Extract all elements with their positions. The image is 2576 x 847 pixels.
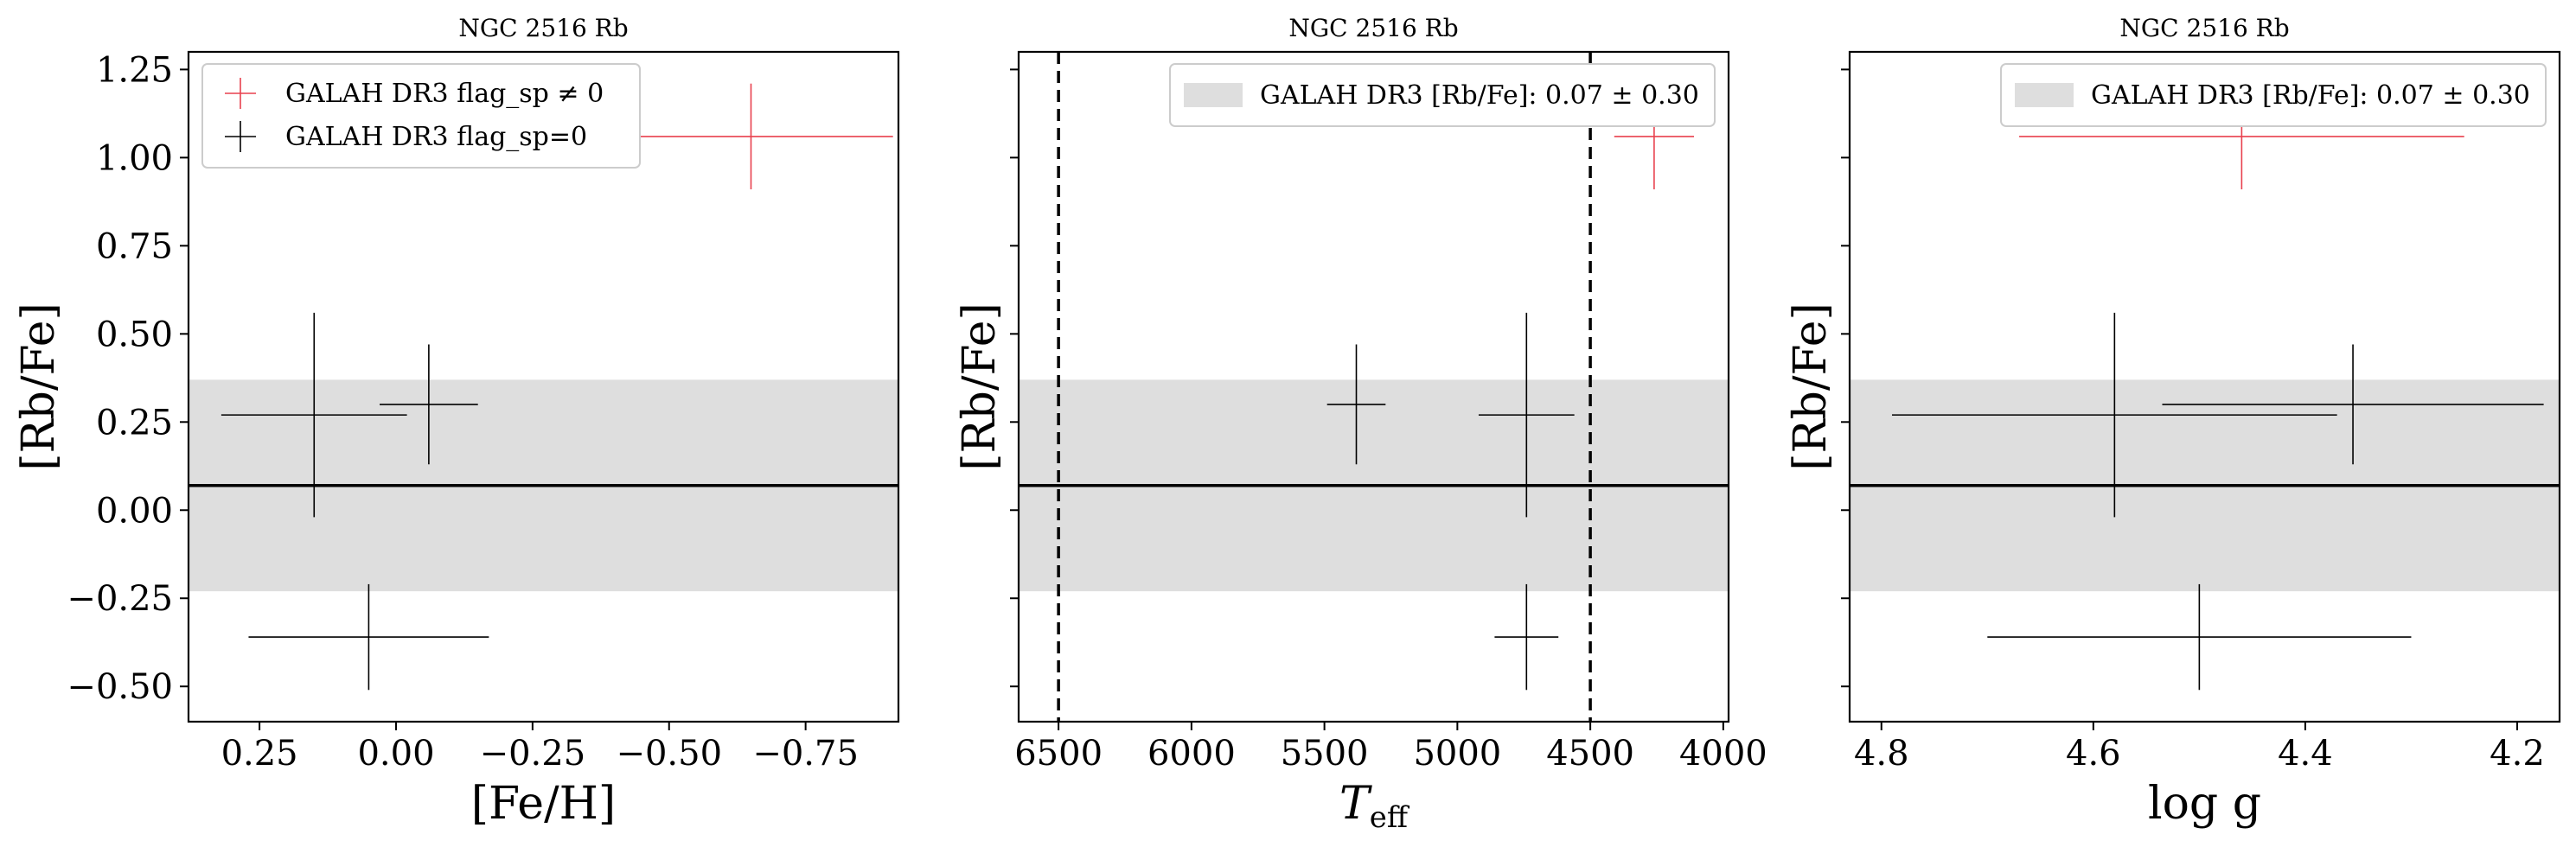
plot-area — [1850, 83, 2560, 691]
y-axis-label: [Rb/Fe] — [1785, 302, 1837, 471]
panel-title: NGC 2516 Rb — [1288, 14, 1458, 42]
x-tick-label: 4.6 — [2066, 734, 2121, 774]
x-tick-label: 6500 — [1014, 734, 1103, 774]
y-tick-label: −0.25 — [67, 579, 173, 619]
panel-title: NGC 2516 Rb — [458, 14, 628, 42]
unflagged-point-2 — [2162, 344, 2544, 465]
panel-1: 0.25 0.00 −0.25 −0.50 −0.75 −0.50 −0.25 0.00 0.2… — [13, 14, 900, 830]
x-tick-label: 4.2 — [2490, 734, 2545, 774]
unflagged-point-3 — [1987, 583, 2412, 691]
y-tick-label: 0.75 — [96, 226, 173, 266]
legend-band-swatch — [2015, 83, 2074, 107]
y-tick-label: 1.00 — [96, 138, 173, 178]
y-axis-label: [Rb/Fe] — [13, 302, 65, 471]
unflagged-point-1 — [1892, 312, 2337, 518]
legend: GALAH DR3 [Rb/Fe]: 0.07 ± 0.30 — [1169, 63, 1716, 127]
x-tick-label: −0.75 — [752, 734, 859, 774]
unflagged-point-2 — [380, 344, 478, 465]
unflagged-point-2 — [1478, 312, 1575, 518]
x-tick-label: 6000 — [1147, 734, 1236, 774]
x-tick-label: 5500 — [1281, 734, 1369, 774]
y-tick-label: 1.25 — [96, 50, 173, 90]
y-tick-label: 0.50 — [96, 315, 173, 354]
x-tick-label: 4000 — [1679, 734, 1767, 774]
panel-3: 4.8 4.6 4.4 4.2 NGC 2516 Rb log g [Rb/Fe] GALAH… — [1785, 14, 2561, 830]
panel-2: 6500 6000 5500 5000 4500 4000 NGC 2516 Rb Teff [… — [954, 14, 1767, 835]
unflagged-point-3 — [1494, 583, 1559, 691]
x-tick-label: 0.25 — [221, 734, 298, 774]
panel-title: NGC 2516 Rb — [2119, 14, 2289, 42]
x-tick-label: 0.00 — [357, 734, 434, 774]
legend-band-swatch — [1184, 83, 1243, 107]
plot-area — [1019, 52, 1729, 722]
unflagged-point-1 — [221, 312, 407, 518]
legend-entry-label: GALAH DR3 flag_sp=0 — [285, 122, 587, 152]
x-axis-label: [Fe/H] — [471, 778, 616, 830]
x-axis-label: Teff — [1339, 778, 1410, 835]
unflagged-point-3 — [248, 583, 489, 691]
legend: GALAH DR3 flag_sp ≠ 0 GALAH DR3 flag_sp=0 — [201, 63, 641, 169]
unflagged-point-1 — [1326, 344, 1386, 465]
x-tick-label: 4.8 — [1854, 734, 1909, 774]
x-tick-label: 5000 — [1413, 734, 1501, 774]
legend-entry-label: GALAH DR3 [Rb/Fe]: 0.07 ± 0.30 — [1260, 80, 1699, 111]
legend-box — [2000, 63, 2547, 127]
plot-area — [189, 83, 898, 691]
axes-frame — [187, 50, 900, 723]
legend-box — [1169, 63, 1716, 127]
legend: GALAH DR3 [Rb/Fe]: 0.07 ± 0.30 — [2000, 63, 2547, 127]
x-tick-label: 4.4 — [2278, 734, 2333, 774]
flagged-point-4 — [609, 83, 893, 190]
axes-frame — [1848, 50, 2561, 723]
legend-box — [201, 63, 641, 169]
y-axis-label: [Rb/Fe] — [954, 302, 1006, 471]
legend-entry-label: GALAH DR3 [Rb/Fe]: 0.07 ± 0.30 — [2091, 80, 2530, 111]
legend-entry-label: GALAH DR3 flag_sp ≠ 0 — [285, 79, 604, 109]
x-tick-label: 4500 — [1546, 734, 1634, 774]
y-tick-label: 0.25 — [96, 403, 173, 443]
y-tick-label: 0.00 — [96, 491, 173, 531]
x-tick-label: −0.25 — [480, 734, 586, 774]
x-tick-label: −0.50 — [616, 734, 722, 774]
y-tick-label: −0.50 — [67, 667, 173, 707]
x-axis-label: log g — [2148, 778, 2261, 830]
axes-frame — [1017, 50, 1730, 723]
